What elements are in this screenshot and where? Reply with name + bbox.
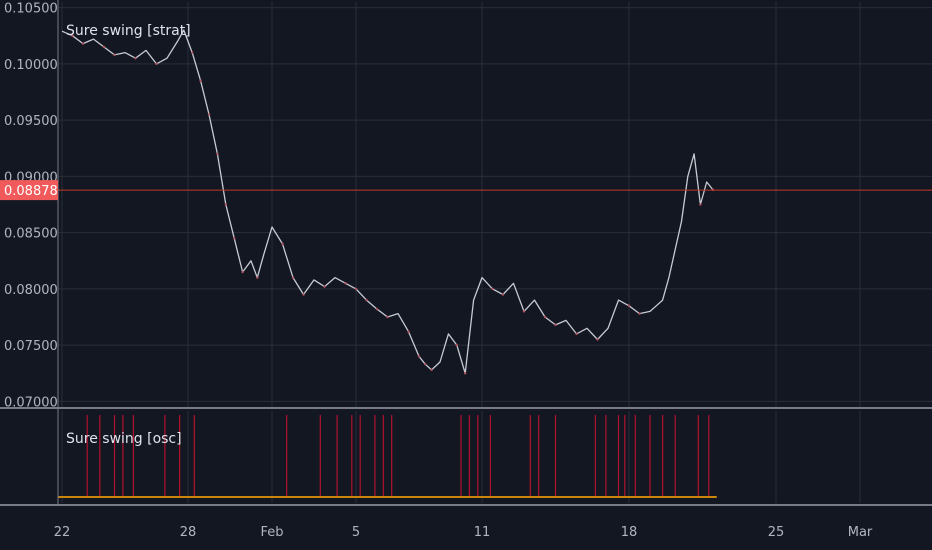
- price-point: [155, 62, 158, 66]
- price-point: [302, 293, 305, 296]
- main-grid: [58, 2, 932, 407]
- price-point: [256, 276, 259, 279]
- price-point: [638, 312, 641, 315]
- x-tick-label: 11: [474, 525, 491, 540]
- price-point: [191, 51, 194, 54]
- price-point: [113, 53, 116, 57]
- price-point: [554, 323, 557, 327]
- strategy-title: Sure swing [strat]: [66, 23, 191, 39]
- price-point: [81, 42, 85, 45]
- price-point: [365, 298, 368, 302]
- price-point: [323, 285, 326, 288]
- osc-grid: [61, 411, 861, 503]
- price-point: [424, 363, 427, 366]
- price-point: [596, 338, 599, 341]
- price-point: [699, 203, 702, 206]
- y-tick-label: 0.09500: [4, 114, 58, 129]
- y-tick-label: 0.10000: [4, 58, 58, 73]
- oscillator-title: Sure swing [osc]: [66, 431, 182, 447]
- price-point: [241, 270, 244, 274]
- price-point: [455, 343, 458, 347]
- x-tick-label: Feb: [260, 525, 283, 540]
- price-point: [199, 79, 202, 82]
- x-tick-label: 25: [768, 525, 785, 540]
- price-point: [375, 307, 379, 311]
- x-tick-label: 28: [180, 525, 197, 540]
- x-tick-label: 5: [352, 525, 360, 540]
- price-point: [522, 310, 526, 313]
- price-point: [102, 45, 106, 49]
- y-tick-label: 0.08000: [4, 283, 58, 298]
- price-point: [291, 276, 295, 279]
- price-point: [491, 287, 494, 291]
- price-point: [71, 34, 74, 37]
- y-tick-label: 0.08500: [4, 227, 58, 242]
- y-tick-label: 0.07500: [4, 339, 58, 354]
- price-point: [464, 372, 467, 375]
- price-point: [281, 242, 284, 246]
- current-price-label-bg: [0, 180, 58, 201]
- y-tick-label: 0.07000: [4, 395, 58, 410]
- price-point: [216, 152, 219, 156]
- y-tick-label: 0.10500: [4, 2, 58, 17]
- x-tick-label: 22: [54, 525, 71, 540]
- pane-separators[interactable]: [0, 0, 932, 506]
- price-series: [61, 29, 715, 375]
- x-axis[interactable]: 22 28 Feb 5 11 18 25 Mar: [54, 525, 873, 540]
- price-point: [233, 237, 236, 240]
- price-point: [543, 315, 547, 319]
- x-tick-label: 18: [621, 525, 638, 540]
- price-point: [430, 368, 433, 372]
- current-price-value: 0.08878: [4, 184, 58, 199]
- price-line: [61, 29, 714, 374]
- price-point: [407, 330, 410, 333]
- price-point: [501, 293, 505, 296]
- osc-series: [58, 415, 717, 498]
- price-point: [207, 113, 211, 116]
- price-point: [417, 355, 421, 358]
- price-point: [627, 304, 631, 307]
- price-point: [386, 315, 389, 319]
- price-point: [224, 203, 227, 206]
- x-tick-label: Mar: [848, 525, 873, 540]
- price-point: [354, 287, 358, 291]
- price-point: [575, 332, 578, 336]
- current-price-label: 0.08878: [0, 180, 58, 201]
- price-point: [344, 282, 347, 285]
- price-point: [134, 57, 137, 60]
